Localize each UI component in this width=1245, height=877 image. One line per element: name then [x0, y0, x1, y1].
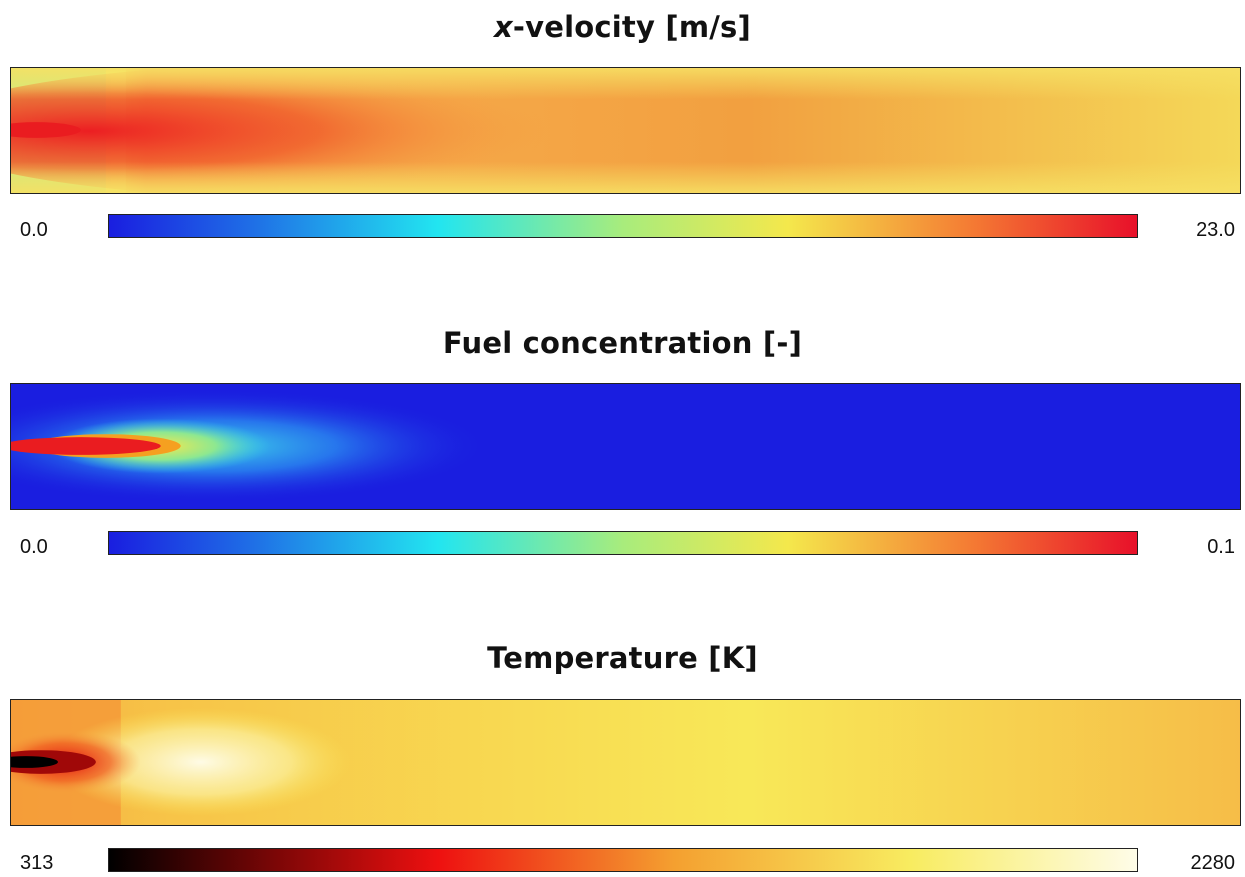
fuel-title: Fuel concentration [-]: [442, 326, 803, 360]
velocity-field: [10, 67, 1241, 194]
fuel-colorbar: [108, 531, 1138, 555]
temperature-min-label: 313: [20, 852, 54, 874]
fuel-max-label: 0.1: [1207, 536, 1235, 558]
velocity-min-label: 0.0: [20, 219, 48, 241]
fuel-min-label: 0.0: [20, 536, 48, 558]
velocity-title: x-velocity [m/s]: [494, 10, 751, 44]
fuel-field: [10, 383, 1241, 510]
temperature-title: Temperature [K]: [487, 641, 758, 675]
velocity-colorbar: [108, 214, 1138, 238]
temperature-max-label: 2280: [1190, 852, 1236, 874]
temperature-field: [10, 699, 1241, 826]
temperature-colorbar: [108, 848, 1138, 872]
velocity-max-label: 23.0: [1196, 219, 1235, 241]
